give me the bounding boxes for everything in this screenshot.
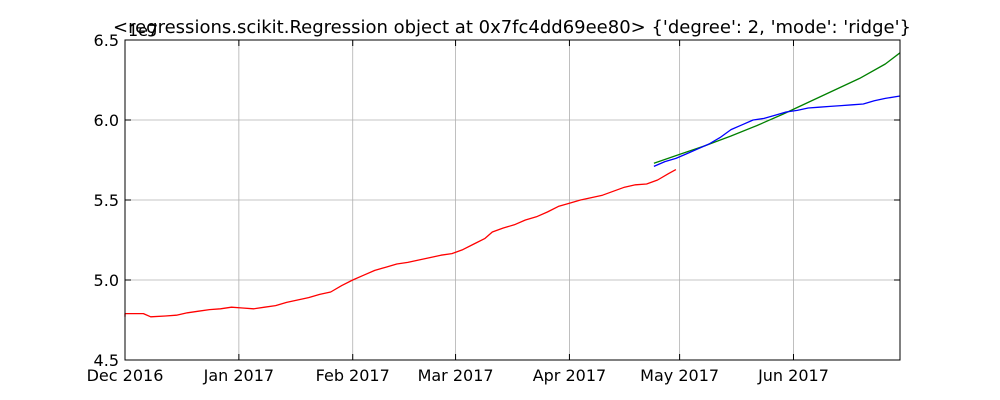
axis-ticks: Dec 2016 Jan 2017 Feb 2017 Mar 2017 Apr 2017… [87,31,900,385]
x-tick-label: Feb 2017 [316,366,390,385]
x-tick-label: Dec 2016 [87,366,164,385]
chart-title: <regressions.scikit.Regression object at… [113,17,911,38]
forecast-series-line [653,95,901,167]
x-tick-label: Mar 2017 [418,366,494,385]
trend-series-line [653,52,901,164]
y-tick-label: 4.5 [94,351,119,370]
x-tick-label: May 2017 [640,366,719,385]
x-tick-label: Apr 2017 [533,366,606,385]
x-tick-label: Jun 2017 [757,366,829,385]
x-tick-label: Jan 2017 [203,366,274,385]
y-offset-label: 1e7 [128,21,158,40]
y-tick-label: 5.0 [94,271,119,290]
grid [124,39,900,361]
y-tick-label: 5.5 [94,191,119,210]
y-tick-label: 6.5 [94,31,119,50]
series-lines [124,52,901,318]
y-tick-label: 6.0 [94,111,119,130]
actual-series-line [124,169,677,318]
